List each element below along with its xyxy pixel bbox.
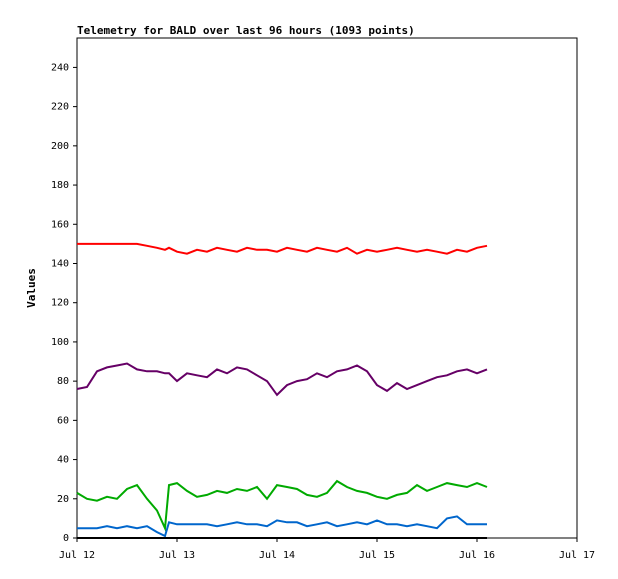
chart-title: Telemetry for BALD over last 96 hours (1… xyxy=(77,24,415,37)
x-tick-label: Jul 16 xyxy=(459,550,495,561)
series-line xyxy=(77,242,488,255)
series-line xyxy=(76,362,488,397)
series-line xyxy=(76,479,488,533)
y-axis-label: Values xyxy=(25,268,38,308)
x-tick-label: Jul 17 xyxy=(559,550,595,561)
y-tick-label: 80 xyxy=(57,376,69,387)
plot-frame xyxy=(76,37,578,539)
x-tick-label: Jul 15 xyxy=(359,550,395,561)
y-tick-label: 100 xyxy=(51,337,69,348)
y-tick-label: 240 xyxy=(51,62,69,73)
y-tick-label: 140 xyxy=(51,258,69,269)
x-tick-label: Jul 13 xyxy=(159,550,195,561)
y-tick-label: 160 xyxy=(51,219,69,230)
x-tick-label: Jul 14 xyxy=(259,550,295,561)
y-tick-label: 60 xyxy=(57,415,69,426)
y-tick-label: 120 xyxy=(51,298,69,309)
y-tick-label: 40 xyxy=(57,455,69,466)
y-tick-label: 200 xyxy=(51,141,69,152)
x-tick-label: Jul 12 xyxy=(59,550,95,561)
y-tick-label: 20 xyxy=(57,494,69,505)
y-tick-label: 180 xyxy=(51,180,69,191)
series-line xyxy=(77,515,487,538)
y-tick-label: 0 xyxy=(63,533,69,544)
y-tick-label: 220 xyxy=(51,102,69,113)
